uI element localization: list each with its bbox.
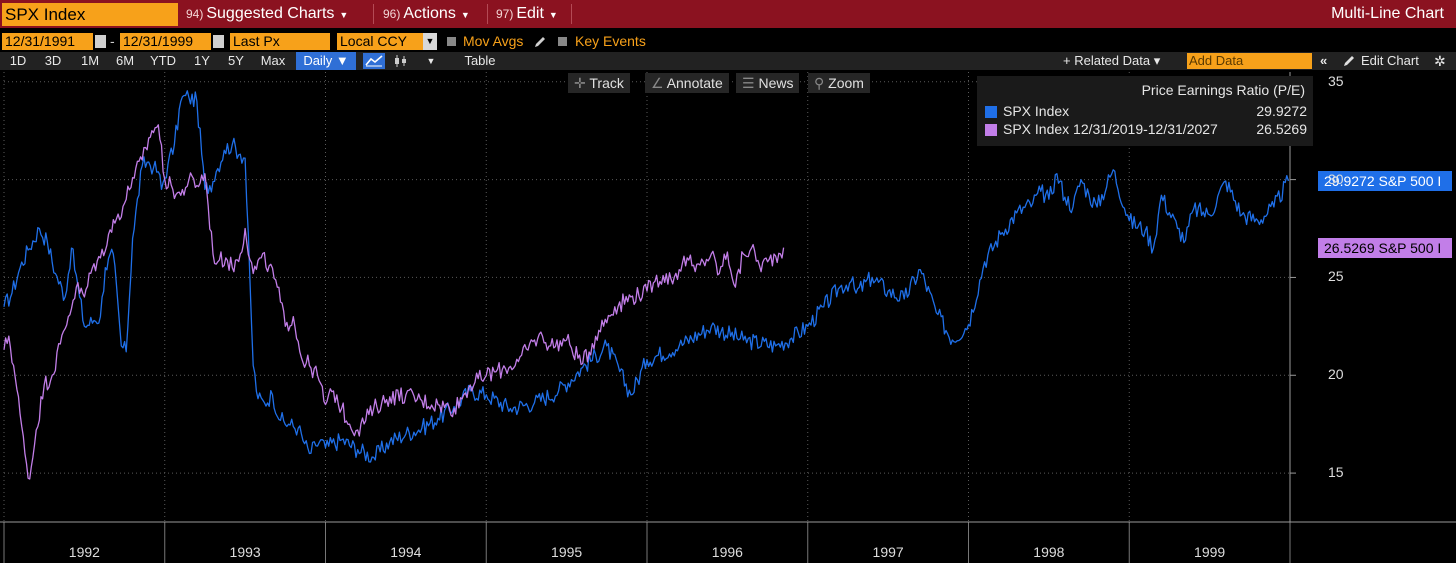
annotate-tool[interactable]: ∠ Annotate <box>645 73 729 93</box>
x-tick-label: 1997 <box>872 544 904 560</box>
key-events-checkbox[interactable] <box>558 37 567 46</box>
date-dash: - <box>110 33 115 49</box>
actions-menu[interactable]: 96) Actions ▼ <box>383 5 470 22</box>
series-line-spx <box>3 90 1290 463</box>
y-tick-label: 20 <box>1328 366 1344 383</box>
x-tick-label: 1996 <box>711 544 743 560</box>
view-title: Multi-Line Chart <box>1331 5 1444 22</box>
annotate-icon: ∠ <box>651 75 664 91</box>
x-tick-label: 1999 <box>1194 544 1226 560</box>
related-data-button[interactable]: + Related Data ▾ <box>1063 53 1161 68</box>
mov-avgs-checkbox[interactable] <box>447 37 456 46</box>
menu-separator <box>571 4 572 24</box>
pe-ratio-chart[interactable] <box>0 70 1456 563</box>
caret-down-icon: ▼ <box>460 10 470 20</box>
news-icon: ☰ <box>742 75 755 91</box>
header-bar <box>0 0 1456 28</box>
y-tick-label: 30 <box>1328 170 1344 187</box>
x-tick-label: 1995 <box>551 544 583 560</box>
end-date-field[interactable]: 12/31/1999 <box>120 33 211 50</box>
magnifier-icon: ⚲ <box>814 75 825 91</box>
news-tool[interactable]: ☰ News <box>736 73 800 93</box>
x-tick-label: 1994 <box>390 544 422 560</box>
period-1y-button[interactable]: 1Y <box>194 53 210 68</box>
legend-title: Price Earnings Ratio (P/E) <box>1141 82 1305 98</box>
menu-separator <box>487 4 488 24</box>
pencil-icon[interactable] <box>533 35 547 49</box>
period-1m-button[interactable]: 1M <box>80 53 100 68</box>
start-date-field[interactable]: 12/31/1991 <box>2 33 93 50</box>
line-chart-icon[interactable] <box>363 53 385 69</box>
chart-legend: Price Earnings Ratio (P/E) SPX Index 29.… <box>977 76 1313 146</box>
caret-down-icon: ▼ <box>548 10 558 20</box>
series-line-spx-shifted <box>3 124 785 480</box>
zoom-tool[interactable]: ⚲ Zoom <box>808 73 870 93</box>
legend-swatch-purple <box>985 124 997 136</box>
x-tick-label: 1993 <box>229 544 261 560</box>
x-tick-label: 1998 <box>1033 544 1065 560</box>
legend-swatch-blue <box>985 106 997 118</box>
collapse-icon[interactable]: « <box>1320 53 1328 68</box>
edit-menu[interactable]: 97) Edit ▼ <box>496 5 558 22</box>
table-button[interactable]: Table <box>464 53 496 68</box>
legend-row-spx[interactable]: SPX Index 29.9272 <box>985 103 1307 120</box>
y-tick-label: 15 <box>1328 464 1344 481</box>
last-value-tag-purple: 26.5269 S&P 500 I <box>1318 237 1452 258</box>
period-3d-button[interactable]: 3D <box>44 53 62 68</box>
y-tick-label: 35 <box>1328 72 1344 89</box>
pencil-icon[interactable] <box>1342 54 1356 68</box>
caret-down-icon: ▼ <box>339 10 349 20</box>
y-tick-label: 25 <box>1328 268 1344 285</box>
period-ytd-button[interactable]: YTD <box>150 53 176 68</box>
track-tool[interactable]: ✛ Track <box>568 73 630 93</box>
menu-separator <box>373 4 374 24</box>
settings-gear-icon[interactable]: ✲ <box>1434 53 1446 69</box>
edit-chart-button[interactable]: Edit Chart <box>1361 53 1419 68</box>
period-1d-button[interactable]: 1D <box>9 53 27 68</box>
add-data-input[interactable]: Add Data <box>1187 53 1312 69</box>
currency-select[interactable]: Local CCY <box>337 33 423 50</box>
suggested-charts-menu[interactable]: 94) Suggested Charts ▼ <box>186 5 349 22</box>
legend-row-spx-shifted[interactable]: SPX Index 12/31/2019-12/31/2027 26.5269 <box>985 121 1307 138</box>
calendar-icon[interactable] <box>95 35 106 48</box>
frequency-select[interactable]: Daily ▼ <box>296 52 356 70</box>
period-6m-button[interactable]: 6M <box>115 53 135 68</box>
calendar-icon[interactable] <box>213 35 224 48</box>
key-events-label: Key Events <box>575 33 646 49</box>
last-value-tag-blue: 29.9272 S&P 500 I <box>1318 171 1452 192</box>
crosshair-icon: ✛ <box>574 75 586 91</box>
candlestick-icon[interactable] <box>390 53 412 69</box>
period-5y-button[interactable]: 5Y <box>228 53 244 68</box>
mov-avgs-label: Mov Avgs <box>463 33 524 49</box>
period-max-button[interactable]: Max <box>260 53 286 68</box>
ticker-field[interactable]: SPX Index <box>2 3 178 26</box>
x-tick-label: 1992 <box>68 544 100 560</box>
currency-dropdown-icon[interactable]: ▼ <box>423 33 437 50</box>
chart-type-dropdown-icon[interactable]: ▼ <box>426 56 436 66</box>
price-field-select[interactable]: Last Px <box>230 33 330 50</box>
